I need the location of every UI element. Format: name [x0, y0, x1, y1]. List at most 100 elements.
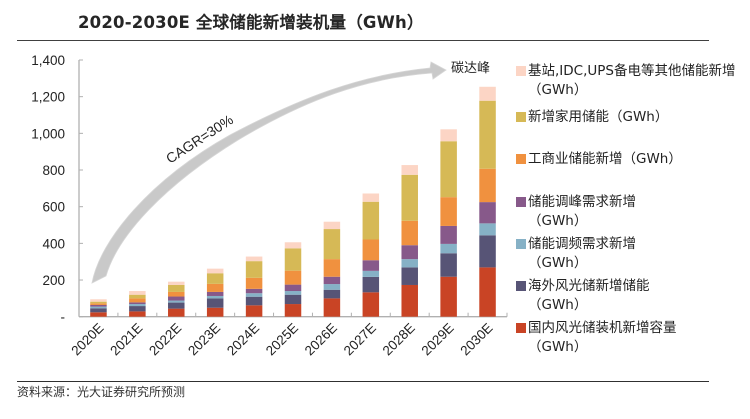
legend-item-domestic: 国内风光储装机新增容量（GWh）	[516, 319, 723, 357]
bar-segment	[479, 223, 496, 236]
legend-item-other: 基站,IDC,UPS备电等其他储能新增（GWh）	[516, 62, 738, 100]
bar-segment	[362, 276, 380, 293]
x-tick-label: 2022E	[146, 320, 184, 358]
bar-segment	[168, 284, 185, 292]
x-tick-label: 2025E	[263, 320, 301, 358]
legend-item-overseas: 海外风光储新增储能（GWh）	[516, 277, 698, 315]
bar-segment	[362, 239, 380, 261]
bar-segment	[323, 284, 341, 290]
bar-segment	[168, 308, 185, 317]
bar-stack-2025E	[284, 242, 302, 317]
legend-swatch	[516, 197, 526, 207]
y-tick-label: 1,400	[31, 53, 65, 68]
bar-segment	[168, 291, 185, 297]
x-tick-label: 2020E	[68, 320, 106, 358]
bar-stack-2028E	[401, 165, 418, 317]
source-note: 资料来源：光大证券研究所预测	[17, 385, 186, 399]
bar-stack-2020E	[90, 299, 107, 317]
bar-segment	[284, 304, 302, 317]
bar-segment	[401, 165, 418, 175]
bar-segment	[479, 202, 496, 224]
legend-label: 新增家用储能（GWh）	[528, 109, 669, 125]
bar-stack-2023E	[206, 268, 224, 317]
bar-segment	[206, 268, 224, 274]
bar-stack-2027E	[362, 193, 380, 317]
bar-segment	[206, 295, 224, 299]
bar-segment	[323, 229, 341, 260]
bar-segment	[479, 267, 496, 317]
bar-segment	[129, 302, 146, 305]
stacked-bar-chart: CAGR=30% 碳达峰 -2004006008001,0001,2001,40…	[31, 53, 508, 358]
bar-segment	[168, 296, 185, 301]
bar-segment	[129, 311, 146, 317]
bar-segment	[440, 225, 457, 244]
axes: - 200 400 600 800 1,000 1,200 1,400	[31, 53, 508, 325]
bar-segment	[362, 201, 380, 240]
bar-segment	[90, 312, 107, 317]
bar-segment	[168, 281, 185, 285]
bar-segment	[284, 284, 302, 292]
bar-segment	[440, 253, 457, 277]
bar-segment	[245, 293, 263, 297]
bar-segment	[401, 220, 418, 246]
legend-swatch	[516, 323, 526, 333]
bar-segment	[323, 259, 341, 277]
bar-stack-2024E	[245, 256, 263, 317]
bar-segment	[401, 259, 418, 268]
legend-swatch	[516, 154, 526, 164]
legend-label: 工商业储能新增（GWh）	[528, 151, 682, 167]
bar-segment	[206, 307, 224, 317]
bar-stack-2029E	[440, 129, 457, 317]
bar-segment	[440, 197, 457, 226]
bar-segment	[206, 291, 224, 296]
bar-segment	[129, 291, 146, 295]
bar-segment	[90, 304, 107, 307]
bar-segment	[284, 291, 302, 295]
legend-label: 储能调峰需求新增（GWh）	[528, 194, 636, 229]
x-tick-label: 2021E	[107, 320, 145, 358]
y-tick-label: 1,000	[31, 126, 65, 141]
y-tick-label: 200	[42, 273, 65, 288]
bar-segment	[323, 276, 341, 285]
bar-segment	[362, 292, 380, 317]
bar-stack-2030E	[479, 86, 496, 317]
bar-segment	[323, 289, 341, 299]
bar-segment	[245, 277, 263, 289]
bar-segment	[129, 298, 146, 303]
bar-segment	[168, 300, 185, 303]
bar-segment	[245, 296, 263, 306]
legend-label: 海外风光储新增储能（GWh）	[528, 278, 650, 313]
bar-segment	[479, 100, 496, 169]
bar-segment	[206, 298, 224, 308]
bar-segment	[323, 298, 341, 317]
bar-segment	[206, 283, 224, 292]
x-tick-label: 2023E	[185, 320, 223, 358]
bar-segment	[440, 129, 457, 142]
trend-arrow-icon	[91, 61, 447, 284]
bar-segment	[284, 294, 302, 305]
y-tick-label: 800	[42, 163, 65, 178]
bar-segment	[323, 221, 341, 230]
legend-item-household: 新增家用储能（GWh）	[516, 108, 738, 127]
bar-segment	[284, 248, 302, 271]
legend-label: 储能调频需求新增（GWh）	[528, 236, 636, 271]
bar-segment	[440, 243, 457, 254]
legend-swatch	[516, 66, 526, 76]
bar-segment	[206, 273, 224, 284]
legend-swatch	[516, 281, 526, 291]
x-tick-label: 2024E	[224, 320, 262, 358]
bar-segment	[401, 284, 418, 317]
x-tick-label: 2030E	[457, 320, 495, 358]
title-divider	[17, 40, 709, 41]
bar-segment	[362, 193, 380, 202]
bar-stack-2021E	[129, 291, 146, 317]
bar-segment	[90, 303, 107, 305]
bar-segment	[90, 306, 107, 309]
carbon-peak-annotation: 碳达峰	[451, 61, 490, 76]
legend-label: 国内风光储装机新增容量（GWh）	[528, 320, 677, 355]
x-tick-label: 2027E	[341, 320, 379, 358]
bar-segment	[401, 267, 418, 285]
legend-label: 基站,IDC,UPS备电等其他储能新增（GWh）	[528, 63, 736, 98]
legend-item-peak-shaving: 储能调峰需求新增（GWh）	[516, 193, 678, 231]
bar-segment	[245, 256, 263, 262]
